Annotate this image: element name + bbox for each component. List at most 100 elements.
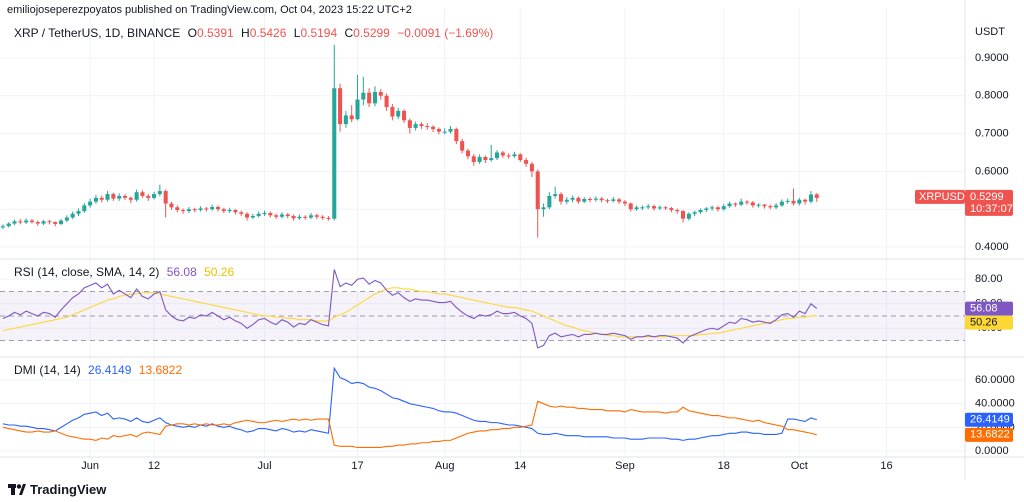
candle-body: [64, 217, 69, 221]
rsi-sma-line: [2, 287, 817, 338]
candle-body: [640, 207, 645, 209]
candle-body: [169, 203, 174, 208]
main-legend: XRP / TetherUS, 1D, BINANCE O0.5391 H0.5…: [14, 26, 497, 40]
candle-body: [739, 201, 744, 205]
candle-body: [524, 160, 529, 164]
candle-body: [582, 199, 587, 202]
candle-body: [233, 209, 238, 213]
y-tick-label: 40.0000: [975, 398, 1015, 410]
candle-body: [774, 205, 779, 208]
x-tick-label: Jun: [81, 460, 99, 472]
candle-body: [308, 215, 314, 218]
candle-body: [425, 126, 430, 128]
ohlc-label: H: [241, 26, 250, 40]
candle-body: [651, 206, 657, 209]
candle-body: [797, 199, 802, 204]
candle-body: [29, 220, 35, 223]
candle-body: [82, 205, 87, 212]
candle-body: [12, 221, 17, 224]
rsi-sma-badge: 50.26: [970, 316, 998, 328]
candle-body: [175, 207, 180, 210]
candle-body: [605, 200, 610, 202]
candle-body: [506, 155, 511, 157]
candle-body: [227, 209, 232, 212]
dmi-minus-badge-bg: [965, 427, 1013, 442]
candle-body: [442, 131, 447, 133]
candle-body: [518, 154, 523, 161]
candle-body: [634, 207, 639, 210]
candle-body: [494, 152, 500, 159]
candle-body: [152, 194, 157, 198]
candle-body: [53, 222, 58, 224]
candle-body: [256, 213, 261, 217]
symbol-badge: XRPUSDT: [919, 191, 972, 203]
y-tick-label: 0.7000: [975, 127, 1009, 139]
ohlc-value: 0.5194: [300, 26, 338, 40]
candle-body: [70, 213, 75, 218]
candle-body: [99, 197, 104, 200]
x-tick-label: Sep: [615, 460, 635, 472]
candle-body: [791, 200, 796, 204]
candle-body: [0, 226, 5, 228]
candle-body: [320, 216, 325, 218]
candle-body: [41, 221, 46, 224]
candle-body: [372, 91, 377, 104]
candle-body: [727, 203, 732, 207]
x-tick-label: 16: [880, 460, 892, 472]
candle-body: [117, 195, 122, 199]
rsi-title: RSI (14, close, SMA, 14, 2): [14, 265, 160, 279]
candle-body: [24, 220, 29, 223]
candle-body: [122, 195, 128, 198]
candle-body: [326, 217, 331, 219]
candle-body: [779, 201, 784, 206]
candle-body: [768, 206, 773, 208]
candle-body: [483, 157, 488, 161]
candle-body: [157, 191, 162, 195]
dmi-minus-value: 13.6822: [138, 363, 183, 377]
ohlc-value: 0.5391: [196, 26, 234, 40]
candle-body: [250, 216, 255, 218]
candle-body: [18, 221, 23, 223]
candle-body: [529, 163, 534, 172]
y-tick-label: 0.8000: [975, 90, 1009, 102]
candle-body: [593, 198, 598, 200]
candle-body: [448, 129, 453, 132]
x-tick-label: Oct: [791, 460, 808, 472]
candle-body: [332, 88, 337, 219]
candle-body: [785, 200, 790, 202]
candle-body: [297, 216, 302, 219]
candle-body: [198, 208, 203, 210]
candle-body: [349, 115, 354, 120]
candle-body: [588, 199, 593, 200]
ohlc-label: C: [344, 26, 354, 40]
dmi-legend: DMI (14, 14) 26.4149 13.6822: [14, 363, 186, 377]
candle-body: [88, 201, 93, 206]
candle-body: [192, 209, 197, 211]
candle-body: [744, 201, 750, 203]
currency: USDT: [975, 26, 1005, 38]
candle-body: [622, 201, 627, 204]
candle-body: [704, 208, 709, 210]
candle-body: [128, 197, 133, 200]
y-tick-label: 0.4000: [975, 241, 1009, 253]
candle-body: [407, 120, 412, 128]
published-note: emiliojoseperezpoyatos published on Trad…: [7, 4, 412, 16]
dmi-title: DMI (14, 14): [14, 363, 81, 377]
rsi-badge: 56.08: [970, 302, 998, 314]
candle-body: [553, 194, 558, 196]
candle-body: [367, 92, 372, 104]
candle-body: [733, 203, 738, 205]
candle-body: [570, 197, 575, 200]
x-tick-label: 14: [514, 460, 526, 472]
footer: TradingView: [8, 482, 110, 497]
candle-body: [279, 214, 284, 217]
candle-body: [314, 215, 319, 217]
candle-body: [803, 199, 808, 202]
x-tick-label: 17: [351, 460, 363, 472]
candle-body: [210, 206, 215, 210]
candle-body: [134, 192, 139, 200]
dmi-plus-value: 26.4149: [88, 363, 132, 377]
candle-body: [547, 195, 552, 208]
